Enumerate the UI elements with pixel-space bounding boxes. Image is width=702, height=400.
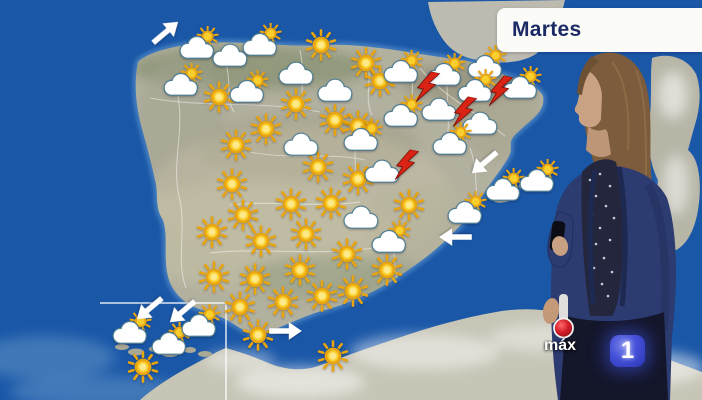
day-title-card: Martes <box>497 8 702 52</box>
channel-logo-digit: 1 <box>620 337 635 364</box>
channel-logo: 1 <box>610 335 645 367</box>
max-temperature-label: máx <box>544 337 577 354</box>
day-label: Martes <box>512 18 582 41</box>
sea-highlights <box>0 336 190 400</box>
